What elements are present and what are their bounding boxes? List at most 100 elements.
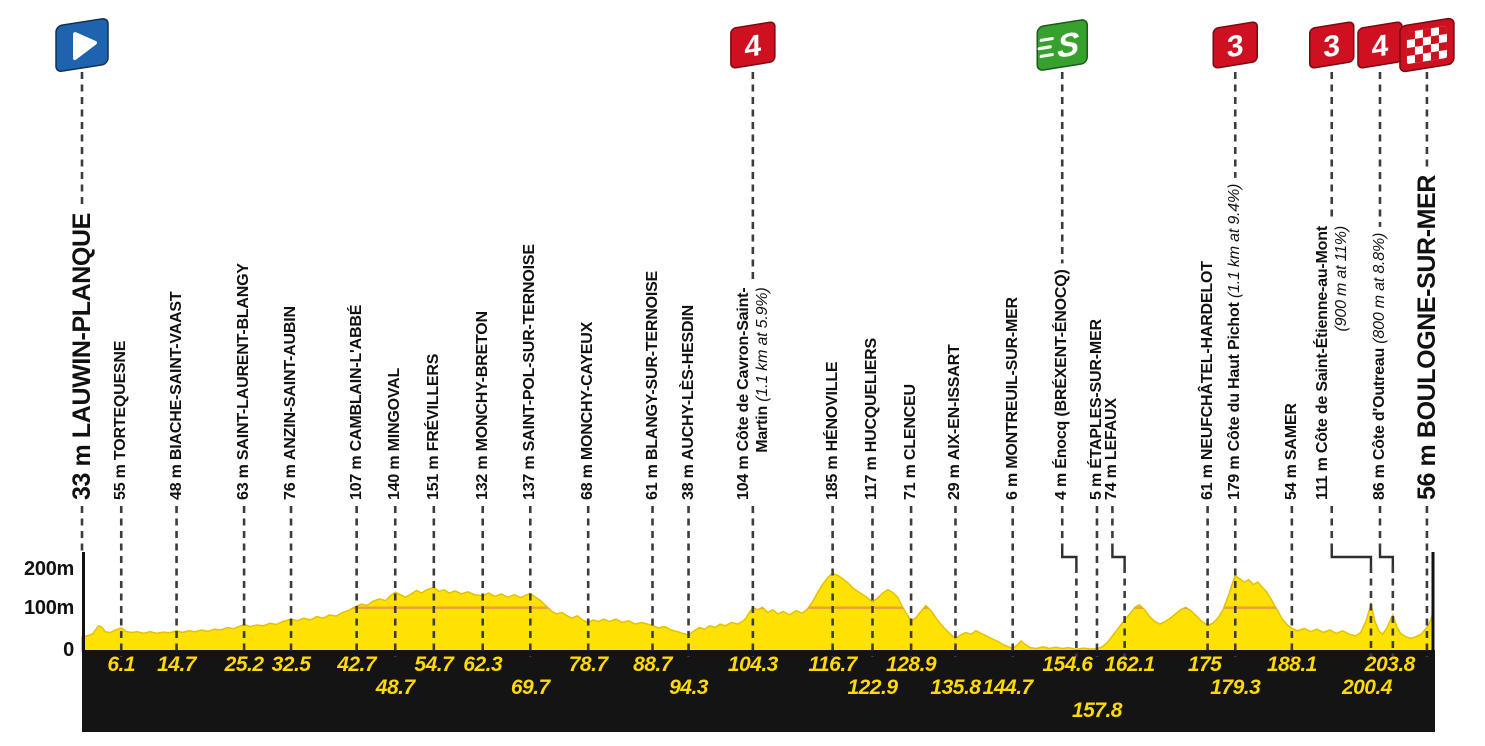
waypoint-name: Énocq	[1053, 416, 1071, 469]
start-flag-icon	[55, 17, 109, 73]
waypoint-label-biache-saint-vaast: 48 m BIACHE-SAINT-VAAST	[167, 292, 186, 500]
distance-km-104.3: 104.3	[727, 653, 779, 676]
waypoint-name: Côte d'Outreau	[1370, 343, 1388, 461]
waypoint-label-camblain-l-abb: 107 m CAMBLAIN-L'ABBÉ	[347, 305, 366, 500]
waypoint-label-clenceu: 71 m CLENCEU	[901, 384, 920, 500]
waypoint-name: MONCHY-BRETON	[473, 311, 491, 452]
distance-km-154.6: 154.6	[1042, 653, 1093, 676]
distance-km-54.7: 54.7	[414, 653, 454, 676]
waypoint-name: Martin	[753, 401, 771, 453]
waypoint-elevation: 33 m	[68, 438, 96, 500]
waypoint-name: Côte de Cavron-Saint-	[734, 287, 752, 452]
waypoint-label-blangy-sur-ternoise: 61 m BLANGY-SUR-TERNOISE	[643, 271, 662, 500]
elbow-connector	[1061, 548, 1078, 566]
distance-km-14.7: 14.7	[157, 653, 196, 676]
distance-km-69.7: 69.7	[510, 676, 550, 699]
waypoint-name: LEFAUX	[1103, 398, 1121, 461]
waypoint-name: Côte du Haut Pichot	[1226, 298, 1244, 452]
distance-band	[82, 650, 1435, 732]
sprint-s-glyph: S	[1057, 25, 1079, 65]
waypoint-label-saint-pol-sur-ternoise: 137 m SAINT-POL-SUR-TERNOISE	[520, 244, 539, 500]
waypoint-name: Côte de Saint-Étienne-au-Mont	[1313, 226, 1331, 454]
waypoint-name: SAINT-POL-SUR-TERNOISE	[521, 244, 539, 452]
waypoint-label-hucqueliers: 117 m HUCQUELIERS	[862, 338, 881, 500]
waypoint-elevation: 6 m	[1003, 468, 1021, 500]
waypoint-name: MINGOVAL	[386, 367, 404, 452]
distance-km-175: 175	[1187, 653, 1222, 676]
y-axis-label-0: 0	[63, 639, 74, 661]
waypoint-elevation: 76 m	[282, 460, 300, 500]
distance-km-62.3: 62.3	[463, 653, 503, 676]
waypoint-label-neufch-tel-hardelot: 61 m NEUFCHÂTEL-HARDELOT	[1198, 261, 1217, 500]
waypoint-name: TORTEQUESNE	[112, 340, 130, 461]
waypoint-label-c-te-du-haut-pichot: 179 m Côte du Haut Pichot (1.1 km at 9.4…	[1225, 184, 1244, 500]
waypoint-elevation: 107 m	[347, 451, 365, 500]
cat3-flag-icon: 3	[1212, 21, 1259, 69]
speed-lines-icon	[1037, 36, 1054, 58]
distance-km-144.7: 144.7	[982, 676, 1034, 699]
waypoint-name: CAMBLAIN-L'ABBÉ	[347, 304, 365, 452]
waypoint-label-c-te-de-cavron-saint: 104 m Côte de Cavron-Saint- Martin (1.1 k…	[734, 288, 772, 500]
waypoint-label-nocq: 4 m Énocq (BRÉXENT-ÉNOCQ)	[1052, 269, 1071, 500]
distance-km-78.7: 78.7	[568, 653, 608, 676]
distance-km-25.2: 25.2	[224, 653, 264, 676]
distance-km-188.1: 188.1	[1266, 653, 1318, 676]
waypoint-name: LAUWIN-PLANQUE	[68, 213, 96, 439]
distance-km-203.8: 203.8	[1364, 653, 1416, 676]
waypoint-elevation: 56 m	[1412, 438, 1441, 500]
waypoint-elevation: 140 m	[386, 451, 404, 500]
waypoint-name: CLENCEU	[902, 384, 920, 461]
waypoint-name: BLANGY-SUR-TERNOISE	[643, 270, 661, 461]
waypoint-elevation: 86 m	[1370, 460, 1388, 500]
waypoint-elevation: 185 m	[823, 451, 841, 500]
play-icon	[73, 32, 97, 61]
waypoint-elevation: 137 m	[521, 451, 539, 500]
waypoint-elevation: 38 m	[679, 460, 697, 500]
waypoint-elevation: 4 m	[1053, 468, 1071, 500]
waypoint-elevation: 68 m	[579, 460, 597, 500]
waypoint-name: SAINT-LAURENT-BLANGY	[235, 263, 253, 461]
distance-km-200.4: 200.4	[1341, 676, 1393, 699]
distance-km-48.7: 48.7	[375, 676, 415, 699]
waypoint-elevation: 61 m	[643, 460, 661, 500]
distance-km-128.9: 128.9	[886, 653, 937, 676]
y-axis-label-100m: 100m	[24, 597, 74, 619]
distance-km-116.7: 116.7	[808, 653, 857, 676]
elbow-connector	[1378, 548, 1395, 566]
waypoint-name: MONCHY-CAYEUX	[579, 321, 597, 461]
waypoint-label-c-te-de-saint-tienne-au-mont: 111 m Côte de Saint-Étienne-au-Mont (900 …	[1313, 226, 1351, 500]
waypoint-name: AUCHY-LÈS-HESDIN	[679, 305, 697, 461]
waypoint-name: NEUFCHÂTEL-HARDELOT	[1198, 261, 1216, 461]
distance-km-135.8: 135.8	[930, 676, 981, 699]
waypoint-label-mingoval: 140 m MINGOVAL	[385, 368, 404, 500]
waypoint-elevation: 111 m	[1313, 453, 1331, 500]
waypoint-elevation: 55 m	[112, 460, 130, 500]
waypoint-name: MONTREUIL-SUR-MER	[1003, 297, 1021, 469]
waypoint-name: BIACHE-SAINT-VAAST	[167, 291, 185, 461]
waypoint-label-monchy-breton: 132 m MONCHY-BRETON	[473, 311, 492, 500]
waypoint-label-lefaux: 74 m LEFAUX	[1102, 398, 1121, 500]
waypoint-elevation: 74 m	[1103, 460, 1121, 500]
category-number: 4	[1372, 29, 1389, 64]
category-number: 4	[745, 29, 762, 64]
finish-flag-icon	[1399, 17, 1455, 73]
distance-km-6.1: 6.1	[107, 653, 136, 676]
climb-gradient: (900 m at 11%)	[1332, 226, 1350, 332]
waypoint-elevation: 48 m	[167, 460, 185, 500]
waypoint-name: HÉNOVILLE	[823, 361, 841, 452]
waypoint-elevation: 63 m	[235, 460, 253, 500]
waypoint-label-tortequesne: 55 m TORTEQUESNE	[111, 341, 130, 500]
climb-gradient: (1.1 km at 9.4%)	[1226, 183, 1244, 299]
waypoint-name: SAMER	[1282, 403, 1300, 461]
y-axis-label-200m: 200m	[24, 558, 74, 580]
category-number: 3	[1323, 29, 1340, 64]
waypoint-label-samer: 54 m SAMER	[1282, 403, 1301, 500]
climb-gradient: (1.1 km at 5.9%)	[753, 287, 771, 402]
distance-km-179.3: 179.3	[1210, 676, 1261, 699]
cat4-flag-icon: 4	[1357, 21, 1403, 69]
distance-km-122.9: 122.9	[847, 676, 898, 699]
waypoint-name: FRÉVILLERS	[424, 353, 442, 452]
category-number: 3	[1227, 29, 1244, 64]
